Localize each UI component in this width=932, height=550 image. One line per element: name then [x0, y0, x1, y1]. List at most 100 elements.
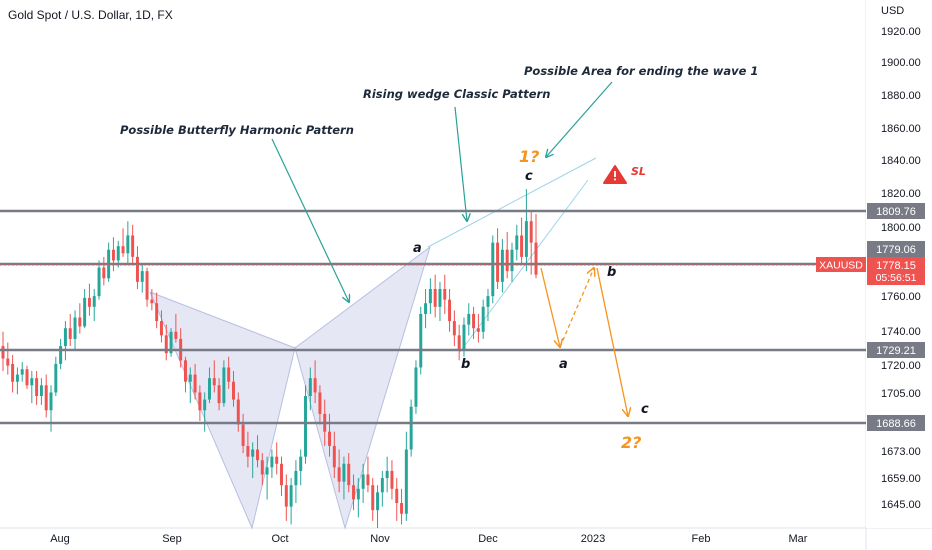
candle: [73, 310, 77, 350]
candle-body: [131, 235, 135, 257]
wedge-annotation[interactable]: Rising wedge Classic Pattern: [363, 87, 550, 101]
candle: [419, 306, 423, 375]
candle-body: [150, 299, 154, 304]
candle-body: [390, 470, 394, 489]
butterfly-annotation[interactable]: Possible Butterfly Harmonic Pattern: [120, 123, 354, 137]
candle-body: [159, 321, 163, 336]
candle: [59, 338, 63, 370]
candle: [299, 449, 303, 486]
candle-body: [500, 249, 504, 282]
candle-body: [164, 335, 168, 354]
candle-body: [486, 296, 490, 307]
wave2-label[interactable]: 2?: [621, 433, 641, 452]
candle: [304, 385, 308, 464]
candle-body: [380, 478, 384, 493]
candle-body: [476, 328, 480, 332]
candle-body: [366, 474, 370, 486]
time-tick-label: Dec: [478, 533, 498, 545]
candle: [183, 356, 187, 393]
candle: [318, 385, 322, 425]
candle: [126, 221, 130, 264]
candle-body: [246, 445, 250, 457]
candle: [246, 431, 250, 468]
time-tick-label: Aug: [50, 533, 70, 545]
candle: [313, 360, 317, 404]
time-axis[interactable]: Aug Sep Oct Nov Dec 2023 Feb Mar: [50, 533, 808, 545]
candle-body: [313, 378, 317, 393]
candle: [400, 488, 404, 525]
level-tag-1809: 1809.76: [876, 206, 916, 218]
candle: [121, 228, 125, 257]
candle: [227, 356, 231, 389]
candle: [6, 342, 10, 375]
candle-body: [347, 463, 351, 486]
candle-body: [49, 392, 53, 411]
candle-body: [467, 313, 471, 325]
candle-body: [87, 297, 91, 307]
candle-body: [20, 369, 24, 375]
candle: [193, 363, 197, 400]
candle: [159, 310, 163, 343]
level-tag-1779: 1779.06: [876, 244, 916, 256]
candle-body: [424, 303, 428, 314]
candle-body: [438, 288, 442, 307]
candle: [92, 288, 96, 322]
candle-body: [59, 346, 63, 364]
candle: [438, 281, 442, 322]
candle: [270, 449, 274, 479]
candle: [174, 313, 178, 343]
candle-body: [174, 331, 178, 339]
candle-body: [328, 431, 332, 446]
candle-body: [169, 331, 173, 354]
projection-b-label: b: [607, 265, 616, 280]
candle-body: [111, 249, 115, 261]
candle: [188, 367, 192, 404]
level-price-tags: 1809.76 1779.06 1729.21 1688.66: [867, 203, 925, 431]
candle: [486, 288, 490, 322]
candle-body: [121, 246, 125, 254]
wave-end-annotation[interactable]: Possible Area for ending the wave 1: [524, 64, 758, 78]
price-tick-label: 1720.00: [881, 360, 921, 372]
candle-body: [280, 463, 283, 486]
candle: [337, 449, 341, 493]
candle-body: [414, 367, 418, 407]
stop-loss-marker[interactable]: SL: [603, 165, 646, 184]
current-price-box: XAUUSD 1778.15 05:56:51: [816, 257, 925, 285]
wave1-label[interactable]: 1?: [519, 147, 539, 166]
candle-body: [534, 242, 538, 275]
candle-body: [515, 235, 519, 250]
candle-body: [481, 306, 485, 332]
candle: [457, 324, 461, 361]
symbol-tag: XAUUSD: [819, 260, 863, 272]
projection-c-label: c: [641, 402, 649, 417]
candle: [347, 453, 351, 493]
price-tick-label: 1920.00: [881, 26, 921, 38]
candle: [54, 356, 58, 396]
candle: [155, 292, 159, 329]
candle-body: [236, 399, 240, 425]
candle: [308, 367, 312, 411]
candle-body: [505, 249, 509, 272]
candle: [380, 470, 384, 507]
rising-wedge: [427, 157, 597, 353]
candle: [352, 474, 356, 511]
price-tick-label: 1705.00: [881, 388, 921, 400]
wedge-b-label: b: [461, 357, 470, 372]
price-tick-label: 1820.00: [881, 188, 921, 200]
candle-body: [510, 249, 514, 272]
candle-body: [270, 456, 274, 468]
candle-body: [44, 385, 48, 411]
candle: [280, 456, 283, 496]
candle-body: [342, 463, 346, 482]
candle: [510, 242, 514, 282]
price-tag: 1778.15: [876, 260, 916, 272]
candle: [131, 224, 135, 264]
level-tag-1809-bg: [867, 203, 925, 219]
candle: [409, 399, 413, 457]
candle: [332, 431, 336, 479]
candle-body: [284, 485, 288, 507]
candle-body: [448, 299, 452, 322]
candle-body: [54, 363, 58, 393]
candle: [11, 354, 15, 393]
